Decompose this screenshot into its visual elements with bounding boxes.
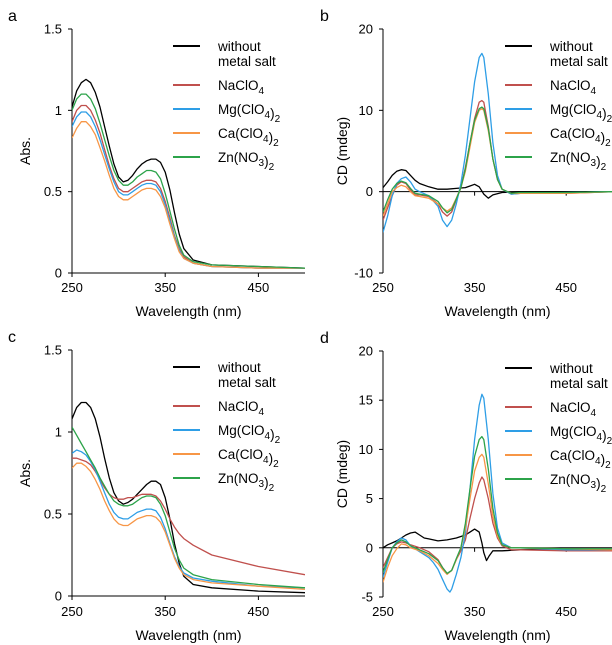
y-tick-label: 5 xyxy=(366,491,373,506)
legend-label: without metal salt xyxy=(217,39,276,69)
x-tick-label: 250 xyxy=(61,604,83,619)
x-tick-label: 450 xyxy=(555,280,577,295)
y-axis-label: CD (mdeg) xyxy=(334,440,350,508)
panel-letter: b xyxy=(320,8,329,25)
series-line-1 xyxy=(72,457,305,576)
legend-label: Ca(ClO4)2 xyxy=(550,126,611,149)
series-line-0 xyxy=(72,78,305,269)
y-tick-label: 0 xyxy=(55,266,62,281)
legend-label: Zn(NO3)2 xyxy=(550,150,607,173)
x-tick-label: 450 xyxy=(555,604,577,619)
y-tick-label: -5 xyxy=(361,590,373,605)
y-tick-label: 1.5 xyxy=(44,22,62,37)
series-line-0 xyxy=(383,169,612,199)
x-axis-label: Wavelength (nm) xyxy=(444,303,550,319)
series-line-4 xyxy=(72,426,305,589)
legend-label: without metal salt xyxy=(217,360,276,390)
y-tick-label: 1 xyxy=(55,103,62,118)
x-axis-label: Wavelength (nm) xyxy=(135,627,241,643)
y-tick-label: -10 xyxy=(354,266,373,281)
chart-panel-c: c 0 0.5 1 1.5 250 350 450 Wavelength (nm) Abs. wit… xyxy=(8,329,305,643)
legend-label: Mg(ClO4)2 xyxy=(218,102,281,125)
x-tick-label: 250 xyxy=(372,604,394,619)
legend-label: NaClO4 xyxy=(218,399,265,418)
y-tick-label: 0 xyxy=(366,540,373,555)
y-axis-label: Abs. xyxy=(17,459,33,487)
y-tick-label: 1 xyxy=(55,425,62,440)
series-line-2 xyxy=(383,393,612,593)
legend-label: Mg(ClO4)2 xyxy=(550,424,612,447)
y-tick-label: 20 xyxy=(359,22,373,37)
legend-label: Zn(NO3)2 xyxy=(550,472,607,495)
legend-label: Zn(NO3)2 xyxy=(218,150,275,173)
series-line-1 xyxy=(383,476,612,575)
series-line-3 xyxy=(72,121,305,269)
legend-label: Mg(ClO4)2 xyxy=(550,102,612,125)
y-tick-label: 15 xyxy=(359,393,373,408)
x-tick-label: 350 xyxy=(464,604,486,619)
x-tick-label: 350 xyxy=(154,280,176,295)
legend-label: NaClO4 xyxy=(550,78,597,97)
legend-label: NaClO4 xyxy=(550,400,597,419)
x-tick-label: 250 xyxy=(61,280,83,295)
y-tick-label: 0.5 xyxy=(44,507,62,522)
series-line-2 xyxy=(72,111,305,269)
y-axis-label: Abs. xyxy=(17,137,33,165)
panel-letter: a xyxy=(8,8,17,25)
series-line-0 xyxy=(383,528,612,562)
y-tick-label: 20 xyxy=(359,344,373,359)
series-line-1 xyxy=(72,104,305,269)
y-tick-label: 10 xyxy=(359,103,373,118)
x-tick-label: 250 xyxy=(372,280,394,295)
series-line-2 xyxy=(72,449,305,589)
x-tick-label: 350 xyxy=(154,604,176,619)
legend-label: Ca(ClO4)2 xyxy=(218,447,279,470)
panel-letter: c xyxy=(8,329,16,346)
chart-panel-d: d -5 0 5 10 15 20 250 350 450 Wavelength (nm) CD (m… xyxy=(320,330,612,643)
legend-label: Ca(ClO4)2 xyxy=(550,448,611,471)
legend-label: without metal salt xyxy=(549,39,608,69)
x-axis-label: Wavelength (nm) xyxy=(135,303,241,319)
legend-label: Ca(ClO4)2 xyxy=(218,126,279,149)
panel-letter: d xyxy=(320,330,329,347)
x-tick-label: 450 xyxy=(248,604,270,619)
series-line-3 xyxy=(72,462,305,591)
legend-label: NaClO4 xyxy=(218,78,265,97)
series-line-4 xyxy=(383,435,612,575)
y-tick-label: 10 xyxy=(359,442,373,457)
y-tick-label: 0 xyxy=(55,589,62,604)
x-tick-label: 450 xyxy=(248,280,270,295)
series-line-4 xyxy=(72,93,305,269)
y-tick-label: 0.5 xyxy=(44,184,62,199)
legend-label: Zn(NO3)2 xyxy=(218,471,275,494)
chart-panel-a: a 0 0.5 1 1.5 250 350 450 Wavelength (nm) Abs. wit… xyxy=(8,8,305,319)
x-axis-label: Wavelength (nm) xyxy=(444,627,550,643)
series-line-4 xyxy=(383,106,612,214)
y-tick-label: 1.5 xyxy=(44,343,62,358)
y-axis-label: CD (mdeg) xyxy=(334,117,350,185)
legend-label: Mg(ClO4)2 xyxy=(218,423,281,446)
legend-label: without metal salt xyxy=(549,361,608,391)
chart-panel-b: b -10 0 10 20 250 350 450 Wavelength (nm) CD (mde… xyxy=(320,8,612,319)
x-tick-label: 350 xyxy=(464,280,486,295)
y-tick-label: 0 xyxy=(366,184,373,199)
